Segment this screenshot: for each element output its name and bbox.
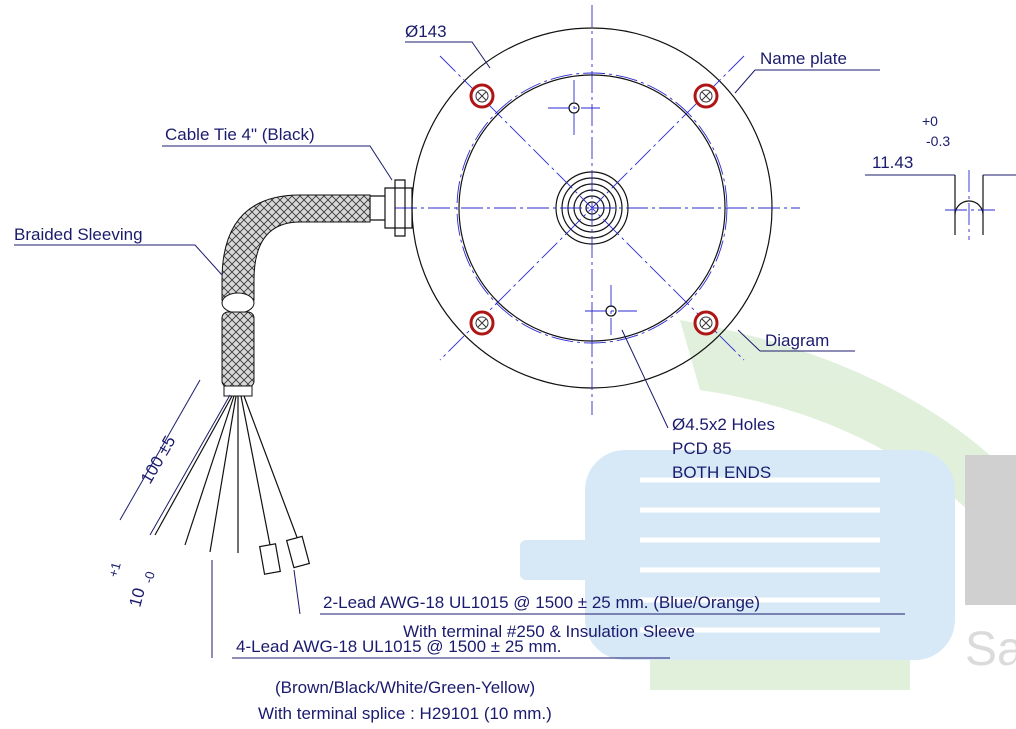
label: Cable Tie 4" (Black) — [165, 125, 315, 144]
shape — [695, 312, 717, 334]
label: BOTH ENDS — [672, 463, 771, 482]
label: Braided Sleeving — [14, 225, 143, 244]
label: 11.43 — [872, 153, 913, 172]
shape — [222, 312, 254, 387]
shape — [965, 455, 1016, 605]
drawing: Sa Ø143 Name plate Cable Tie 4" (Black) … — [0, 0, 1016, 729]
body: Sa Ø143 Name plate Cable Tie 4" (Black) … — [0, 0, 1016, 729]
shape — [260, 544, 281, 574]
shape — [287, 536, 310, 567]
label: Sa — [965, 623, 1016, 676]
label: +1 — [105, 561, 123, 579]
label: -0.3 — [926, 133, 950, 149]
label: 100 ±5 — [137, 433, 179, 487]
label: +0 — [922, 113, 938, 129]
shape — [650, 660, 910, 690]
shape — [471, 85, 493, 107]
shape — [222, 293, 254, 313]
label: Ø143 — [405, 22, 447, 41]
shape — [471, 312, 493, 334]
shape — [695, 85, 717, 107]
label: 4-Lead AWG-18 UL1015 @ 1500 ± 25 mm. — [236, 637, 562, 656]
label: PCD 85 — [672, 439, 732, 458]
label: Name plate — [760, 49, 847, 68]
page: {"labels": { "diameter": "Ø143", "name_p… — [0, 0, 1016, 729]
label: 10 — [126, 586, 149, 609]
label: 2-Lead AWG-18 UL1015 @ 1500 ± 25 mm. (Bl… — [323, 593, 760, 612]
shape — [945, 170, 995, 240]
label: Diagram — [765, 331, 829, 350]
shape — [222, 195, 370, 300]
shape — [155, 396, 298, 553]
label: -0 — [140, 570, 157, 585]
label: With terminal splice : H29101 (10 mm.) — [258, 704, 552, 723]
shape — [224, 386, 252, 396]
label: (Brown/Black/White/Green-Yellow) — [275, 678, 535, 697]
label: Ø4.5x2 Holes — [672, 415, 775, 434]
shape — [520, 540, 590, 580]
